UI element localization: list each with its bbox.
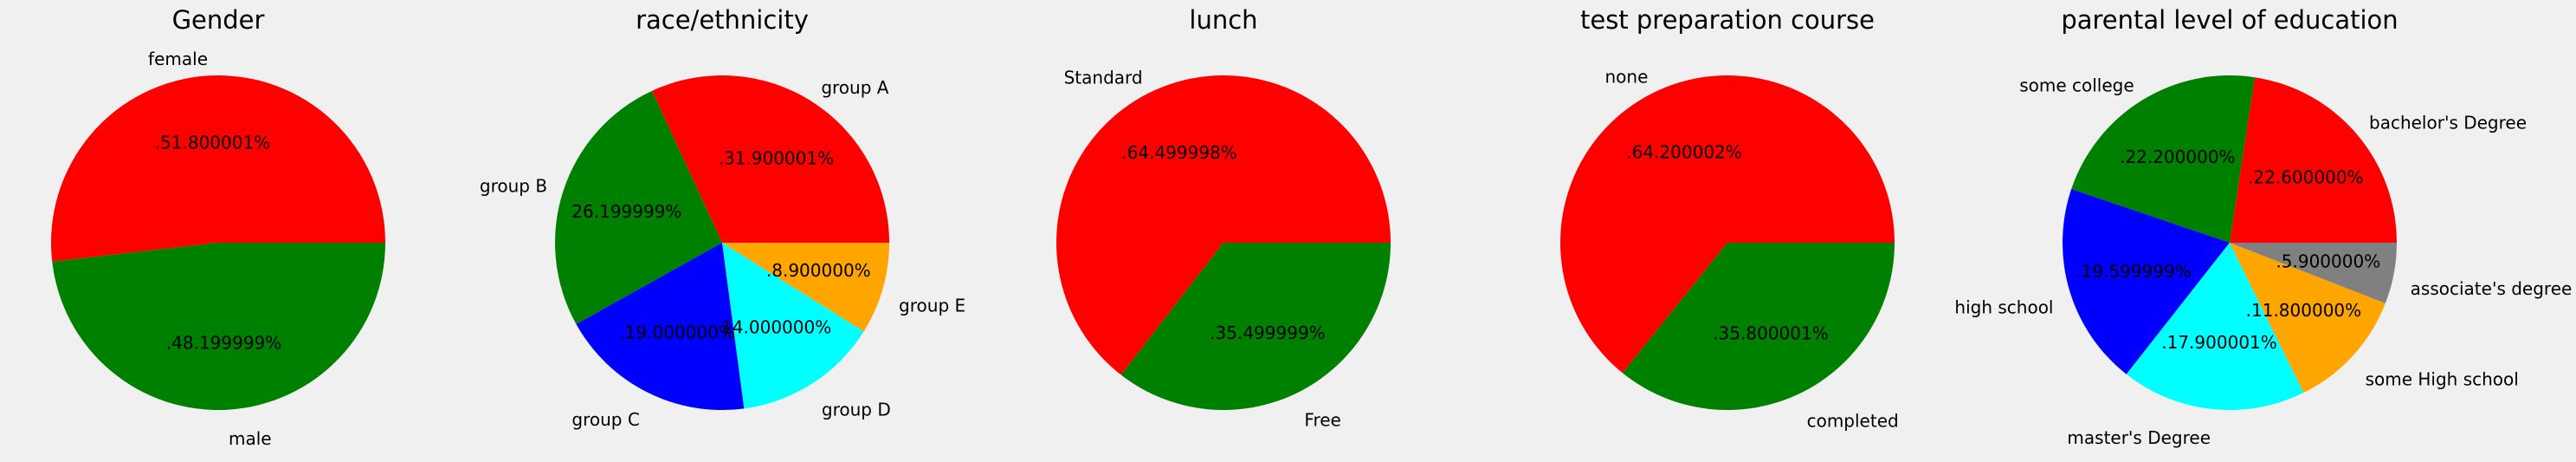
pie-category-label: group D (822, 400, 891, 420)
pie-category-label: master's Degree (2067, 427, 2211, 448)
chart-title: Gender (172, 5, 265, 35)
chart-title: lunch (1189, 5, 1257, 35)
pie-percent-label: .17.900001% (2161, 332, 2277, 353)
pie-chart-1: race/ethnicity .31.900001% group A 26.19999… (480, 5, 965, 430)
pie-category-label: high school (1954, 297, 2053, 318)
pie-slice (1120, 243, 1391, 410)
pie-slice (722, 243, 889, 332)
pie-percent-label: .48.199999% (166, 333, 282, 354)
pie-chart-3: test preparation course .64.200002% none .3… (1559, 5, 1899, 432)
pie-slice (1622, 243, 1895, 410)
pie-slice (576, 243, 745, 411)
pie-slice (722, 243, 864, 409)
pie-category-label: completed (1807, 411, 1899, 432)
pie-category-label: some High school (2366, 368, 2519, 389)
pie-percent-label: .5.900000% (2276, 251, 2380, 271)
pie-slice (1559, 75, 1895, 374)
pie-percent-label: .35.499999% (1210, 322, 1326, 343)
pie-slice (554, 90, 722, 325)
pie-percent-label: .64.499998% (1121, 142, 1237, 163)
pie-chart-0: Gender .51.800001% female .48.199999% male (50, 5, 386, 449)
pie-category-label: associate's degree (2411, 278, 2573, 299)
pie-category-label: group E (899, 296, 965, 316)
pie-category-label: Standard (1064, 67, 1143, 88)
chart-title: parental level of education (2061, 5, 2398, 35)
chart-title: race/ethnicity (636, 5, 809, 35)
pie-percent-label: .22.200000% (2120, 146, 2236, 167)
pie-slice (50, 75, 386, 262)
pie-category-label: female (148, 49, 208, 69)
pie-category-label: none (1604, 66, 1648, 87)
pie-percent-label: .22.600000% (2248, 167, 2364, 188)
pie-percent-label: .19.599999% (2076, 261, 2192, 282)
pie-category-label: Free (1304, 410, 1340, 431)
pie-category-label: group B (480, 175, 547, 196)
pie-category-label: group A (821, 77, 888, 98)
pie-percent-label: .8.900000% (766, 260, 871, 281)
pie-chart-4: parental level of education .22.600000% ba… (1954, 5, 2572, 448)
pie-slice (651, 75, 889, 243)
pie-slice (1056, 75, 1391, 375)
pie-chart-2: lunch .64.499998% Standard .35.499999% Free (1056, 5, 1391, 431)
pie-slice (2071, 75, 2255, 244)
chart-title: test preparation course (1580, 5, 1875, 35)
pie-category-label: some college (2019, 75, 2134, 96)
pie-percent-label: .35.800001% (1713, 322, 1829, 343)
pie-slice (2230, 243, 2397, 303)
pie-category-label: male (229, 428, 272, 449)
pie-category-label: bachelor's Degree (2369, 113, 2527, 133)
pie-percent-label: .11.800000% (2246, 300, 2362, 321)
pie-percent-label: .19.000000% (619, 322, 735, 343)
pie-percent-label: 26.199999% (571, 201, 681, 222)
pie-slice (52, 243, 385, 410)
pie-slice (2063, 189, 2230, 374)
pie-percent-label: 14.000000% (721, 316, 831, 337)
pie-percent-label: .51.800001% (155, 132, 271, 153)
pie-slice (2230, 77, 2397, 243)
pie-category-label: group C (571, 409, 639, 430)
pie-slice (2126, 243, 2304, 410)
pie-slice (2230, 243, 2386, 394)
pie-percent-label: .64.200002% (1626, 142, 1742, 163)
pie-percent-label: .31.900001% (719, 147, 835, 168)
